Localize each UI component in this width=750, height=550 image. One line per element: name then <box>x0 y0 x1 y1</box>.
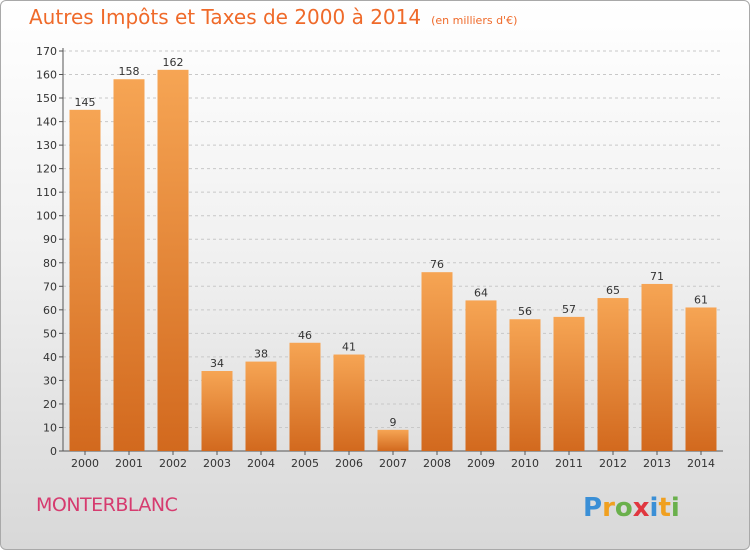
bar-value-label: 38 <box>254 348 268 361</box>
x-tick-label: 2009 <box>467 457 495 470</box>
y-tick-label: 80 <box>43 257 57 270</box>
x-tick-label: 2008 <box>423 457 451 470</box>
bar <box>553 316 585 451</box>
y-tick-label: 100 <box>36 210 57 223</box>
y-tick-label: 120 <box>36 163 57 176</box>
y-tick-label: 170 <box>36 45 57 58</box>
bar <box>421 272 453 451</box>
bar-value-label: 158 <box>119 65 140 78</box>
x-tick-labels: 2000 2001 2002 2003 2004 2005 2006 2007 2008 2009… <box>71 457 715 470</box>
chart-title: Autres Impôts et Taxes de 2000 à 2014 <box>29 5 422 29</box>
y-tick-label: 150 <box>36 92 57 105</box>
bar <box>113 79 145 451</box>
value-labels: 145 158 162 34 38 46 41 9 76 64 56 57 65 71 61 <box>75 56 709 429</box>
bar <box>69 109 101 451</box>
bar-value-label: 56 <box>518 305 532 318</box>
x-tick-label: 2004 <box>247 457 275 470</box>
bars <box>69 69 717 451</box>
x-tick-label: 2007 <box>379 457 407 470</box>
x-tick-label: 2014 <box>687 457 715 470</box>
x-tick-label: 2002 <box>159 457 187 470</box>
bar-value-label: 46 <box>298 329 312 342</box>
bar <box>377 429 409 451</box>
bar-value-label: 34 <box>210 357 224 370</box>
y-tick-label: 130 <box>36 139 57 152</box>
y-tick-label: 30 <box>43 374 57 387</box>
proxiti-logo: Proxiti <box>583 493 680 523</box>
bar <box>289 342 321 451</box>
bar <box>641 283 673 451</box>
y-tick-label: 60 <box>43 304 57 317</box>
y-tick-label: 90 <box>43 233 57 246</box>
x-tick-label: 2013 <box>643 457 671 470</box>
bar <box>245 361 277 451</box>
y-tick-label: 20 <box>43 398 57 411</box>
chart-subtitle: (en milliers d'€) <box>431 14 518 27</box>
bar-value-label: 9 <box>390 416 397 429</box>
bar-value-label: 162 <box>163 56 184 69</box>
x-tick-label: 2006 <box>335 457 363 470</box>
x-tick-label: 2012 <box>599 457 627 470</box>
bar <box>333 354 365 451</box>
bar-value-label: 64 <box>474 286 488 299</box>
bar-value-label: 145 <box>75 96 96 109</box>
bar <box>597 298 629 451</box>
commune-name: MONTERBLANC <box>36 494 178 516</box>
x-tick-label: 2003 <box>203 457 231 470</box>
bar <box>465 300 497 451</box>
bar <box>509 319 541 451</box>
y-tick-labels: 0 10 20 30 40 50 60 70 80 90 100 110 120 130 140 150 160… <box>36 45 57 458</box>
x-tick-label: 2010 <box>511 457 539 470</box>
bar <box>157 69 189 451</box>
y-tick-label: 110 <box>36 186 57 199</box>
y-tick-label: 50 <box>43 327 57 340</box>
x-tick-label: 2011 <box>555 457 583 470</box>
y-tick-label: 0 <box>50 445 57 458</box>
bar <box>201 371 233 451</box>
y-tick-label: 10 <box>43 421 57 434</box>
bar-value-label: 57 <box>562 303 576 316</box>
bar-value-label: 61 <box>694 293 708 306</box>
bar-value-label: 71 <box>650 270 664 283</box>
x-tick-label: 2000 <box>71 457 99 470</box>
bar-value-label: 41 <box>342 341 356 354</box>
y-tick-label: 160 <box>36 69 57 82</box>
x-tick-label: 2005 <box>291 457 319 470</box>
y-tick-label: 40 <box>43 351 57 364</box>
svg-text:Proxiti: Proxiti <box>583 493 680 523</box>
y-tick-label: 140 <box>36 116 57 129</box>
y-tick-label: 70 <box>43 280 57 293</box>
chart-title-block: Autres Impôts et Taxes de 2000 à 2014 (e… <box>29 5 517 29</box>
bar-value-label: 65 <box>606 284 620 297</box>
bar-value-label: 76 <box>430 258 444 271</box>
x-tick-label: 2001 <box>115 457 143 470</box>
bar <box>685 307 717 451</box>
